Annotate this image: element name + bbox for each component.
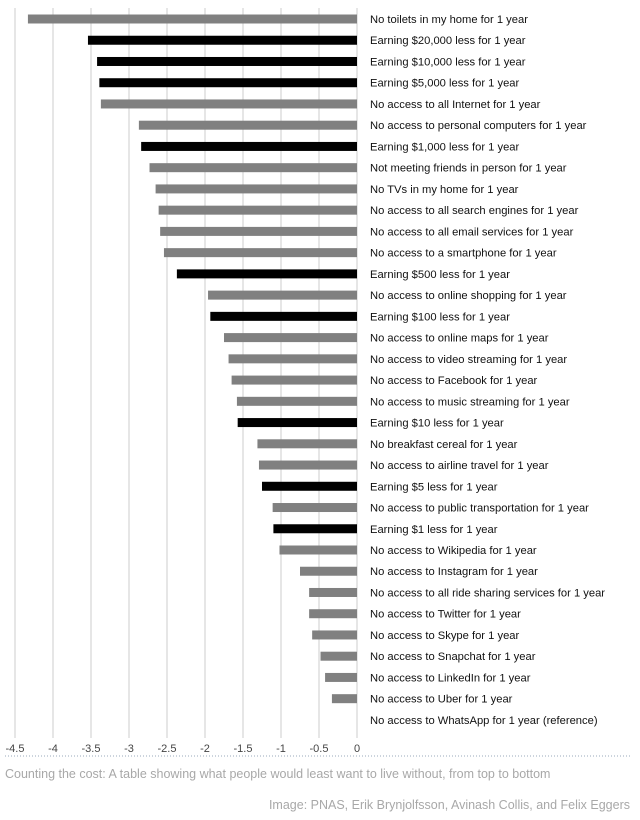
category-label: Earning $5,000 less for 1 year	[370, 78, 520, 90]
category-label: No access to Snapchat for 1 year	[370, 651, 536, 663]
x-tick-label: -2	[200, 743, 210, 755]
category-label: No access to Twitter for 1 year	[370, 609, 521, 621]
x-tick-label: -3.5	[82, 743, 101, 755]
category-label: No toilets in my home for 1 year	[370, 14, 528, 26]
bar	[99, 78, 358, 88]
category-label: No access to public transportation for 1…	[370, 503, 589, 515]
category-label: No breakfast cereal for 1 year	[370, 439, 518, 451]
bar	[231, 375, 357, 385]
bar	[320, 651, 357, 661]
category-label: No access to online maps for 1 year	[370, 333, 549, 345]
bar	[273, 524, 357, 534]
bar	[138, 120, 357, 130]
bar	[141, 141, 357, 151]
bar	[210, 311, 357, 321]
bar	[300, 566, 357, 576]
bar	[97, 56, 357, 66]
x-tick-label: -1.5	[234, 743, 253, 755]
category-label: Earning $10,000 less for 1 year	[370, 56, 526, 68]
bar	[160, 226, 357, 236]
category-label: No access to personal computers for 1 ye…	[370, 120, 587, 132]
bar	[258, 460, 357, 470]
bar	[272, 503, 357, 513]
category-label: Earning $100 less for 1 year	[370, 311, 510, 323]
category-label: No access to all ride sharing services f…	[370, 587, 605, 599]
x-tick-label: -0.5	[310, 743, 329, 755]
x-tick-label: 0	[354, 743, 360, 755]
bar	[236, 396, 357, 406]
bar	[237, 418, 357, 428]
category-label: No access to a smartphone for 1 year	[370, 248, 557, 260]
bar	[279, 545, 357, 555]
bar	[228, 354, 357, 364]
bar	[224, 333, 357, 343]
category-label: No access to Uber for 1 year	[370, 694, 513, 706]
category-label: Earning $1 less for 1 year	[370, 524, 498, 536]
chart-caption: Counting the cost: A table showing what …	[5, 767, 551, 781]
bar	[208, 290, 357, 300]
x-tick-label: -2.5	[158, 743, 177, 755]
bar	[325, 672, 357, 682]
category-label: No access to online shopping for 1 year	[370, 290, 567, 302]
bar	[309, 587, 357, 597]
bar	[257, 439, 357, 449]
bar	[309, 609, 357, 619]
category-label: Not meeting friends in person for 1 year	[370, 163, 567, 175]
category-label: Earning $10 less for 1 year	[370, 418, 504, 430]
x-tick-label: -4.5	[6, 743, 25, 755]
category-label: No access to airline travel for 1 year	[370, 460, 549, 472]
bar	[158, 205, 357, 215]
category-label: No access to Instagram for 1 year	[370, 566, 538, 578]
x-tick-label: -1	[276, 743, 286, 755]
image-source-credit: Image: PNAS, Erik Brynjolfsson, Avinash …	[268, 798, 630, 812]
category-label: No TVs in my home for 1 year	[370, 184, 519, 196]
bar	[27, 14, 357, 24]
category-label: No access to all Internet for 1 year	[370, 99, 541, 111]
bar	[87, 35, 358, 45]
x-tick-label: -4	[48, 743, 58, 755]
category-label: No access to Facebook for 1 year	[370, 375, 538, 387]
bar-chart: -4.5 -4 -3.5 -3 -2.5 -2 -1.5 -1 -0.5 0 No toilets …	[5, 8, 630, 757]
bar	[312, 630, 357, 640]
category-label: No access to all search engines for 1 ye…	[370, 205, 579, 217]
category-label: No access to music streaming for 1 year	[370, 396, 570, 408]
category-label: No access to video streaming for 1 year	[370, 354, 567, 366]
category-label: Earning $500 less for 1 year	[370, 269, 510, 281]
bar	[100, 99, 357, 109]
category-label: Earning $20,000 less for 1 year	[370, 35, 526, 47]
bar	[163, 248, 357, 258]
bar	[262, 481, 357, 491]
x-tick-label: -3	[124, 743, 134, 755]
bar	[155, 184, 357, 194]
category-label: No access to Skype for 1 year	[370, 630, 520, 642]
category-label: No access to all email services for 1 ye…	[370, 226, 574, 238]
bar	[331, 694, 357, 704]
category-label: No access to Wikipedia for 1 year	[370, 545, 537, 557]
bar	[149, 163, 357, 173]
bar	[176, 269, 357, 279]
category-label: No access to WhatsApp for 1 year (refere…	[370, 715, 598, 727]
category-label: Earning $1,000 less for 1 year	[370, 141, 520, 153]
category-label: No access to LinkedIn for 1 year	[370, 672, 531, 684]
category-label: Earning $5 less for 1 year	[370, 481, 498, 493]
